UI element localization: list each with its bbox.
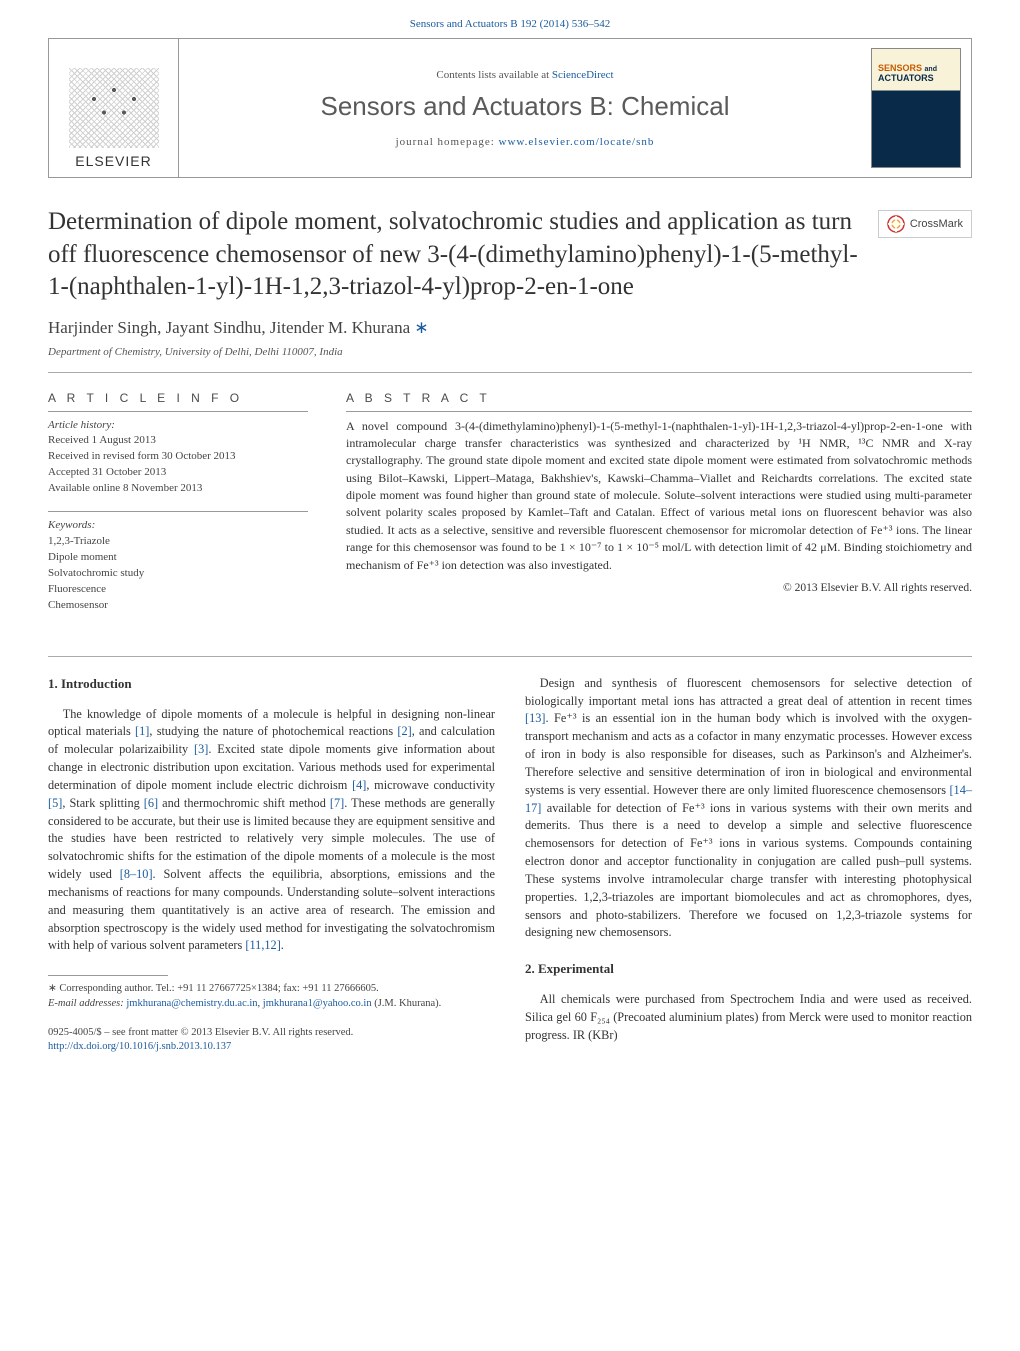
article-title: Determination of dipole moment, solvatoc…: [48, 206, 860, 304]
title-row: Determination of dipole moment, solvatoc…: [48, 206, 972, 318]
email-label: E-mail addresses:: [48, 998, 126, 1009]
body-columns: 1. Introduction The knowledge of dipole …: [48, 675, 972, 1055]
elsevier-tree-icon: [64, 63, 164, 153]
crossmark-icon: [887, 215, 905, 233]
ref-link[interactable]: [6]: [144, 796, 158, 810]
abstract-heading: A B S T R A C T: [346, 391, 972, 405]
journal-header: ELSEVIER Contents lists available at Sci…: [48, 38, 972, 178]
info-heading: A R T I C L E I N F O: [48, 391, 308, 405]
rule-top: [48, 372, 972, 373]
email-link[interactable]: jmkhurana@chemistry.du.ac.in: [126, 998, 257, 1009]
history-label: Article history:: [48, 418, 308, 434]
homepage-label: journal homepage:: [396, 136, 499, 148]
crossmark-badge[interactable]: CrossMark: [878, 210, 972, 238]
history-item: Received in revised form 30 October 2013: [48, 449, 308, 465]
keyword: Chemosensor: [48, 598, 308, 614]
homepage-link[interactable]: www.elsevier.com/locate/snb: [499, 136, 655, 148]
ref-link[interactable]: [3]: [194, 742, 208, 756]
cover-line1: SENSORS: [878, 63, 922, 73]
ref-link[interactable]: [4]: [352, 778, 366, 792]
journal-name: Sensors and Actuators B: Chemical: [179, 91, 871, 122]
history-item: Available online 8 November 2013: [48, 481, 308, 497]
keywords-block: Keywords: 1,2,3-Triazole Dipole moment S…: [48, 518, 308, 614]
keyword: Solvatochromic study: [48, 566, 308, 582]
crossmark-label: CrossMark: [910, 218, 963, 230]
citation-link[interactable]: Sensors and Actuators B 192 (2014) 536–5…: [410, 18, 610, 30]
footnote-corr: ∗ Corresponding author. Tel.: +91 11 276…: [48, 982, 495, 997]
authors: Harjinder Singh, Jayant Sindhu, Jitender…: [48, 318, 972, 338]
keywords-label: Keywords:: [48, 518, 308, 534]
corresponding-star-icon: ∗: [410, 318, 429, 337]
history-item: Received 1 August 2013: [48, 433, 308, 449]
publisher-name: ELSEVIER: [75, 153, 151, 169]
authors-text: Harjinder Singh, Jayant Sindhu, Jitender…: [48, 318, 410, 337]
header-citation: Sensors and Actuators B 192 (2014) 536–5…: [0, 0, 1020, 38]
section-heading-experimental: 2. Experimental: [525, 960, 972, 979]
ref-link[interactable]: [11,12]: [245, 938, 280, 952]
affiliation: Department of Chemistry, University of D…: [48, 346, 972, 358]
contents-line: Contents lists available at ScienceDirec…: [179, 69, 871, 81]
footnote-emails: E-mail addresses: jmkhurana@chemistry.du…: [48, 997, 495, 1012]
rule-bottom: [48, 656, 972, 657]
ref-link[interactable]: [5]: [48, 796, 62, 810]
email-link[interactable]: jmkhurana1@yahoo.co.in: [263, 998, 372, 1009]
homepage-line: journal homepage: www.elsevier.com/locat…: [179, 136, 871, 148]
footnote-rule: [48, 975, 168, 976]
keyword: Fluorescence: [48, 582, 308, 598]
title-text: Determination of dipole moment, solvatoc…: [48, 208, 858, 300]
ref-link[interactable]: [7]: [330, 796, 344, 810]
article-info-column: A R T I C L E I N F O Article history: R…: [48, 391, 308, 628]
abstract-rule: [346, 411, 972, 412]
ref-link[interactable]: [1]: [135, 724, 149, 738]
history-item: Accepted 31 October 2013: [48, 465, 308, 481]
corresponding-footnote: ∗ Corresponding author. Tel.: +91 11 276…: [48, 982, 495, 1011]
doi-link[interactable]: http://dx.doi.org/10.1016/j.snb.2013.10.…: [48, 1041, 231, 1052]
info-abstract-row: A R T I C L E I N F O Article history: R…: [48, 391, 972, 628]
article-main: Determination of dipole moment, solvatoc…: [0, 206, 1020, 1055]
cover-badge: SENSORS and ACTUATORS: [878, 64, 937, 84]
sciencedirect-link[interactable]: ScienceDirect: [552, 69, 614, 81]
cover-line2: ACTUATORS: [878, 73, 934, 83]
exp-para-1: All chemicals were purchased from Spectr…: [525, 991, 972, 1044]
abstract-text: A novel compound 3-(4-(dimethylamino)phe…: [346, 418, 972, 575]
journal-cover-icon: SENSORS and ACTUATORS: [871, 48, 961, 168]
publisher-logo: ELSEVIER: [49, 39, 179, 177]
ref-link[interactable]: [2]: [397, 724, 411, 738]
article-history: Article history: Received 1 August 2013 …: [48, 418, 308, 498]
info-rule-2: [48, 511, 308, 512]
ref-link[interactable]: [8–10]: [120, 867, 153, 881]
contents-prefix: Contents lists available at: [436, 69, 551, 81]
front-matter: 0925-4005/$ – see front matter © 2013 El…: [48, 1026, 495, 1041]
journal-center: Contents lists available at ScienceDirec…: [179, 69, 871, 148]
intro-para-1: The knowledge of dipole moments of a mol…: [48, 706, 495, 956]
copyright: © 2013 Elsevier B.V. All rights reserved…: [346, 582, 972, 594]
bottom-meta: 0925-4005/$ – see front matter © 2013 El…: [48, 1026, 495, 1055]
ref-link[interactable]: [13]: [525, 711, 546, 725]
section-heading-intro: 1. Introduction: [48, 675, 495, 694]
keyword: 1,2,3-Triazole: [48, 534, 308, 550]
info-rule-1: [48, 411, 308, 412]
keyword: Dipole moment: [48, 550, 308, 566]
abstract-column: A B S T R A C T A novel compound 3-(4-(d…: [346, 391, 972, 628]
intro-para-2: Design and synthesis of fluorescent chem…: [525, 675, 972, 942]
